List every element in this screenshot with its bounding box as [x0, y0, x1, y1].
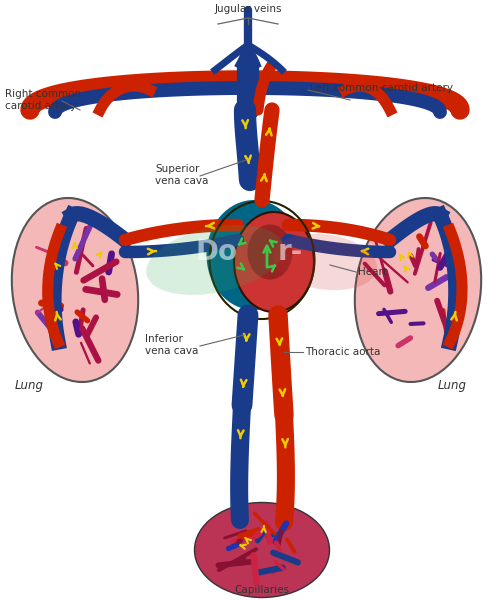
Ellipse shape	[12, 198, 138, 382]
Ellipse shape	[146, 225, 284, 295]
Text: Heart: Heart	[358, 267, 387, 277]
Text: Do: Do	[195, 238, 237, 266]
Text: Lung: Lung	[438, 379, 467, 391]
Text: Left common carotid artery: Left common carotid artery	[310, 83, 453, 93]
Text: Jugular veins: Jugular veins	[214, 4, 282, 14]
Ellipse shape	[234, 212, 314, 312]
Ellipse shape	[194, 503, 329, 598]
Ellipse shape	[355, 198, 481, 382]
Text: Superior
vena cava: Superior vena cava	[155, 164, 208, 186]
Text: Capillaries: Capillaries	[235, 585, 290, 595]
Ellipse shape	[273, 234, 377, 290]
Ellipse shape	[248, 224, 293, 280]
Ellipse shape	[206, 200, 302, 310]
Text: r-: r-	[278, 238, 303, 266]
Text: Right common
carotid artery: Right common carotid artery	[5, 89, 81, 111]
Text: Inferior
vena cava: Inferior vena cava	[145, 334, 198, 356]
Text: Lung: Lung	[15, 379, 44, 391]
Text: Thoracic aorta: Thoracic aorta	[305, 347, 380, 357]
